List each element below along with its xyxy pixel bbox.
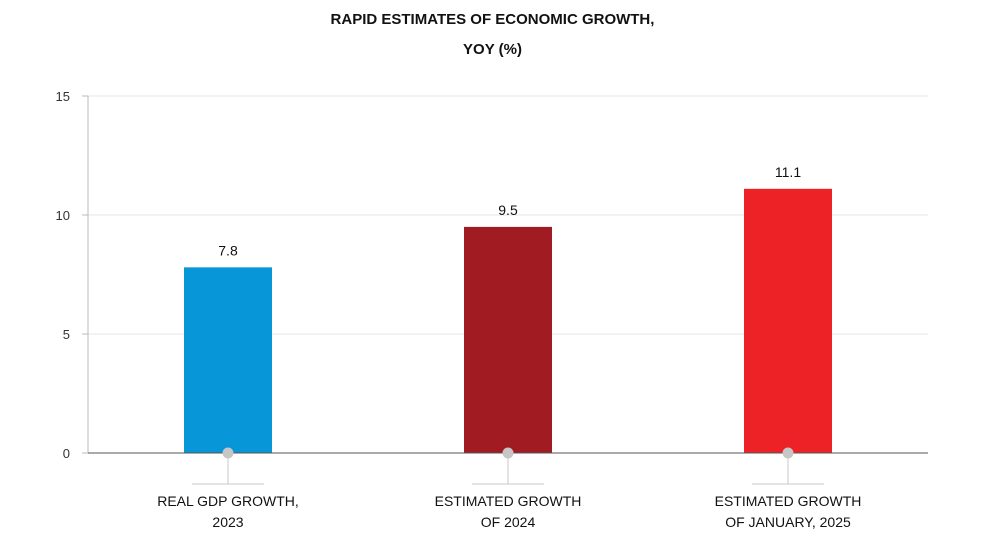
data-label: 7.8 bbox=[218, 242, 238, 258]
category-marker bbox=[222, 447, 234, 459]
x-tick-label: OF JANUARY, 2025 bbox=[725, 514, 851, 530]
chart-title-line-1: RAPID ESTIMATES OF ECONOMIC GROWTH, bbox=[330, 11, 655, 28]
y-tick-label: 5 bbox=[63, 327, 70, 342]
y-tick-label: 10 bbox=[56, 208, 70, 223]
category-marker bbox=[502, 447, 514, 459]
bar bbox=[184, 267, 272, 453]
x-tick-label: REAL GDP GROWTH, bbox=[157, 493, 299, 509]
x-tick-label: OF 2024 bbox=[481, 514, 536, 530]
x-tick-label: ESTIMATED GROWTH bbox=[715, 493, 862, 509]
x-tick-label: ESTIMATED GROWTH bbox=[435, 493, 582, 509]
y-tick-label: 15 bbox=[56, 89, 70, 104]
y-tick-label: 0 bbox=[63, 446, 70, 461]
bar bbox=[744, 188, 832, 453]
data-label: 9.5 bbox=[498, 202, 518, 218]
chart-title-line-2: YOY (%) bbox=[463, 41, 522, 58]
x-tick-label: 2023 bbox=[212, 514, 243, 530]
category-marker bbox=[782, 447, 794, 459]
bar bbox=[464, 226, 552, 453]
data-label: 11.1 bbox=[775, 164, 801, 180]
